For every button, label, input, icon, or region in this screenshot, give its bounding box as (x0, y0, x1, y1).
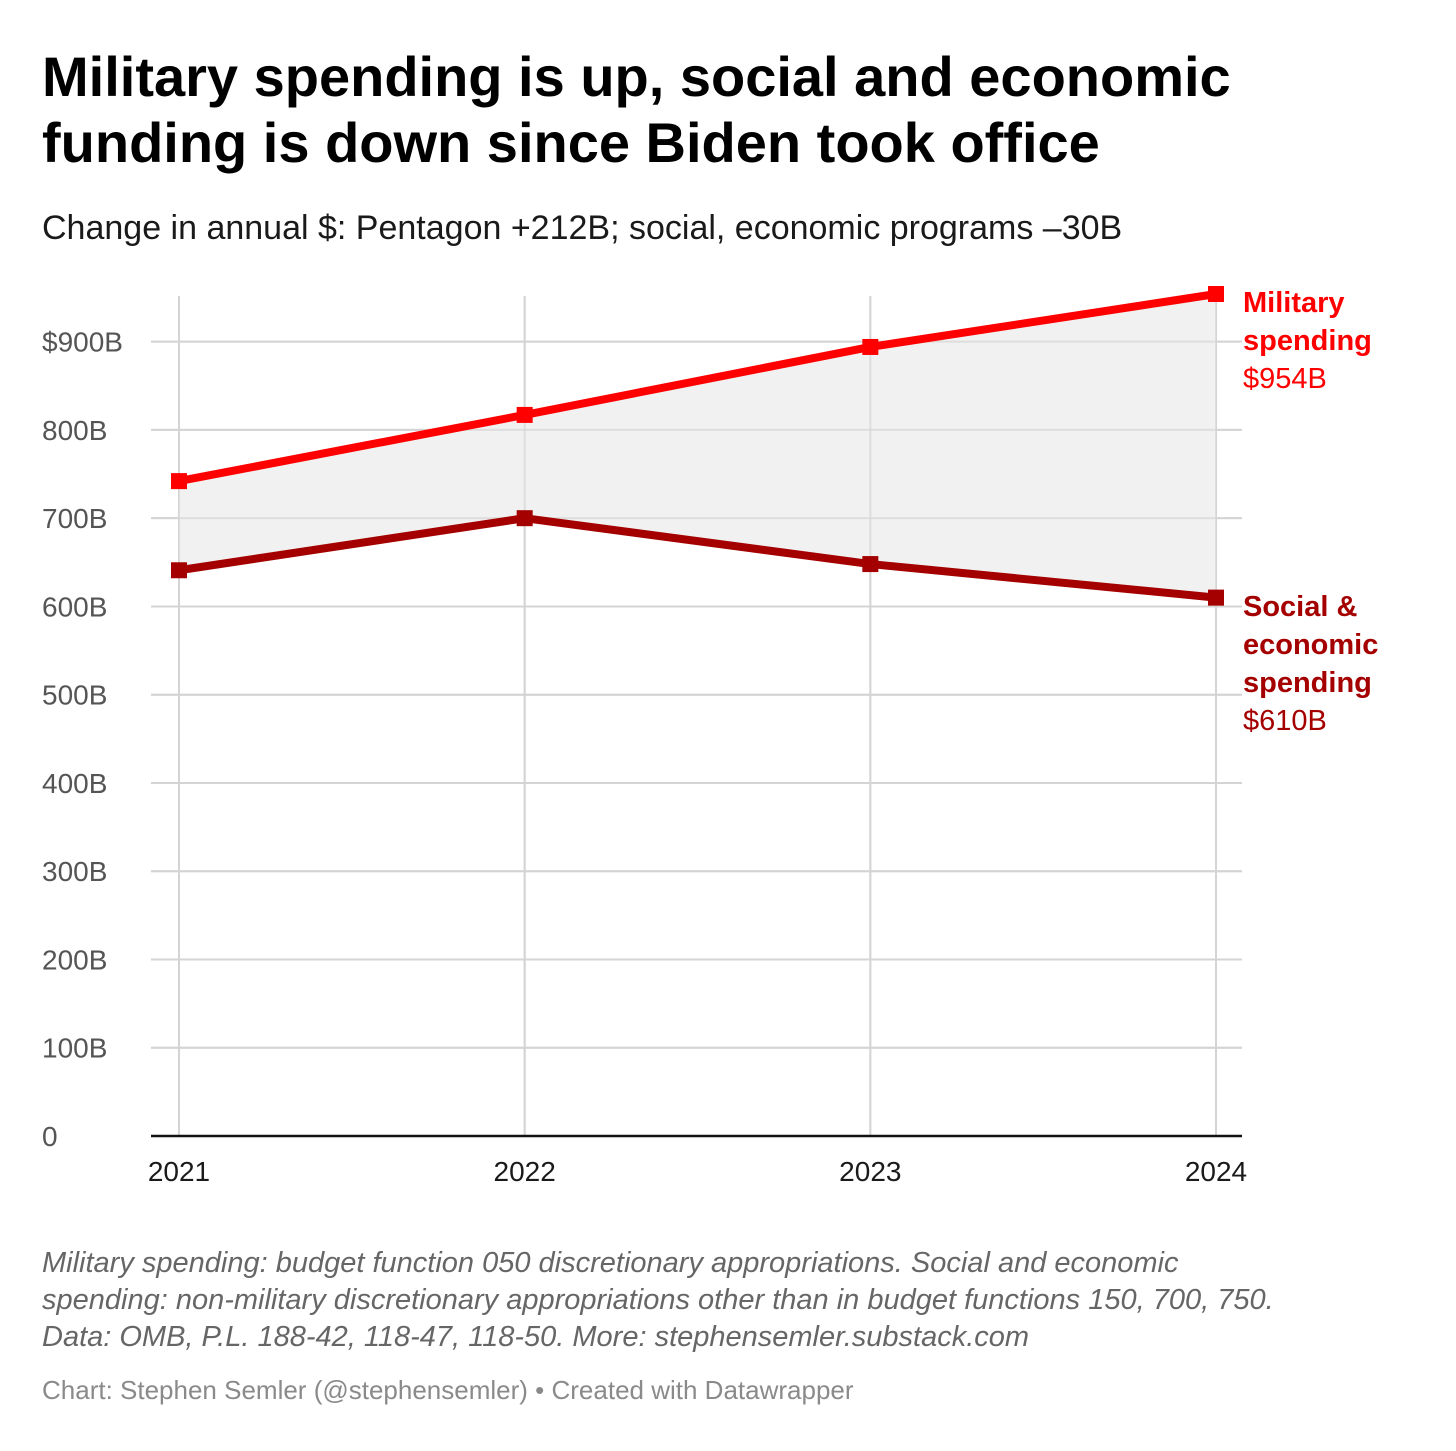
data-point-marker (171, 473, 187, 490)
data-point-marker (171, 562, 187, 579)
y-tick-label: 0 (42, 1121, 58, 1152)
data-point-marker (1208, 589, 1224, 606)
series-value-label: $610B (1243, 705, 1327, 737)
y-tick-label: 200B (42, 944, 107, 975)
x-tick-label: 2023 (839, 1156, 901, 1187)
series-line-2 (175, 514, 1220, 602)
x-tick-label: 2022 (494, 1156, 556, 1187)
notes-line-2: spending: non-military discretionary app… (42, 1284, 1274, 1316)
data-point-marker (516, 406, 533, 423)
y-tick-label: 500B (42, 680, 107, 711)
series-label: Military (1243, 287, 1345, 319)
y-tick-label: 600B (42, 591, 107, 622)
notes-line-3: Data: OMB, P.L. 188-42, 118-47, 118-50. … (42, 1321, 1030, 1353)
y-tick-label: 300B (42, 856, 107, 887)
y-tick-label: 100B (42, 1033, 107, 1064)
series-label: economic (1243, 629, 1378, 661)
chart-credit: Chart: Stephen Semler (@stephensemler) •… (42, 1375, 854, 1405)
series-label: spending (1243, 325, 1372, 357)
chart-title: Military spending is up, social and econ… (42, 45, 1231, 174)
y-tick-label: $900B (42, 327, 123, 358)
shaded-gap-area (179, 293, 1216, 598)
series-label: spending (1243, 667, 1372, 699)
y-tick-label: 800B (42, 415, 107, 446)
chart-notes: Military spending: budget function 050 d… (42, 1245, 1432, 1356)
series-line-1 (175, 289, 1220, 486)
y-tick-label: 700B (42, 503, 107, 534)
notes-line-1: Military spending: budget function 050 d… (42, 1247, 1179, 1279)
data-point-marker (1208, 285, 1224, 302)
chart-subtitle: Change in annual $: Pentagon +212B; soci… (42, 209, 1123, 247)
data-point-marker (516, 510, 533, 527)
data-point-marker (862, 556, 879, 573)
data-point-marker (862, 338, 879, 355)
y-tick-label: 400B (42, 768, 107, 799)
x-tick-label: 2024 (1185, 1156, 1247, 1187)
x-tick-label: 2021 (148, 1156, 210, 1187)
series-value-label: $954B (1243, 363, 1327, 395)
series-label: Social & (1243, 591, 1357, 623)
